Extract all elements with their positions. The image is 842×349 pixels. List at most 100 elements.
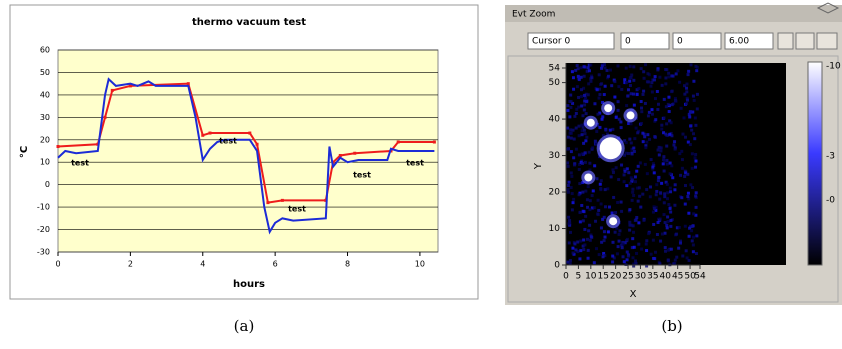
annotation: test bbox=[353, 171, 371, 180]
noise-pixel bbox=[578, 182, 581, 185]
noise-pixel bbox=[653, 207, 656, 210]
noise-pixel bbox=[587, 66, 590, 69]
noise-pixel bbox=[689, 183, 692, 186]
noise-pixel bbox=[626, 251, 629, 254]
noise-pixel bbox=[575, 108, 578, 111]
noise-pixel bbox=[570, 150, 573, 153]
noise-pixel bbox=[632, 79, 635, 82]
noise-pixel bbox=[606, 187, 609, 190]
noise-pixel bbox=[657, 179, 660, 182]
noise-pixel bbox=[640, 67, 643, 70]
marker bbox=[187, 82, 190, 85]
noise-pixel bbox=[594, 140, 597, 143]
noise-pixel bbox=[568, 115, 571, 118]
noise-pixel bbox=[674, 259, 677, 262]
noise-pixel bbox=[663, 170, 666, 173]
noise-pixel bbox=[608, 206, 611, 209]
noise-pixel bbox=[593, 206, 596, 209]
y-tick-label: 60 bbox=[40, 46, 50, 55]
noise-pixel bbox=[647, 232, 650, 235]
noise-pixel bbox=[683, 116, 686, 119]
noise-pixel bbox=[601, 64, 604, 67]
noise-pixel bbox=[684, 184, 687, 187]
noise-pixel bbox=[667, 103, 670, 106]
noise-pixel bbox=[634, 259, 637, 262]
noise-pixel bbox=[692, 80, 695, 83]
noise-pixel bbox=[657, 149, 660, 152]
noise-pixel bbox=[663, 98, 666, 101]
tool-button[interactable] bbox=[778, 33, 793, 49]
noise-pixel bbox=[679, 242, 682, 245]
noise-pixel bbox=[587, 93, 590, 96]
noise-pixel bbox=[635, 252, 638, 255]
noise-pixel bbox=[574, 69, 577, 72]
noise-pixel bbox=[653, 78, 656, 81]
colorbar bbox=[808, 62, 822, 265]
noise-pixel bbox=[622, 243, 625, 246]
noise-pixel bbox=[628, 80, 631, 83]
noise-pixel bbox=[598, 253, 601, 256]
y-axis-label: Y bbox=[533, 162, 544, 170]
noise-pixel bbox=[588, 208, 591, 211]
noise-pixel bbox=[666, 191, 669, 194]
spot bbox=[627, 111, 635, 119]
noise-pixel bbox=[603, 239, 606, 242]
noise-pixel bbox=[652, 211, 655, 214]
noise-pixel bbox=[625, 141, 628, 144]
noise-pixel bbox=[646, 80, 649, 83]
noise-pixel bbox=[691, 167, 694, 170]
y-tick-label: 54 bbox=[549, 64, 561, 74]
noise-pixel bbox=[567, 222, 570, 225]
noise-pixel bbox=[578, 153, 581, 156]
noise-pixel bbox=[663, 192, 666, 195]
noise-pixel bbox=[659, 191, 662, 194]
noise-pixel bbox=[632, 65, 635, 68]
spot bbox=[600, 137, 622, 159]
noise-pixel bbox=[583, 108, 586, 111]
noise-pixel bbox=[635, 170, 638, 173]
noise-pixel bbox=[589, 64, 592, 67]
noise-pixel bbox=[695, 69, 698, 72]
marker bbox=[248, 132, 251, 135]
noise-pixel bbox=[600, 202, 603, 205]
noise-pixel bbox=[667, 259, 670, 262]
noise-pixel bbox=[626, 258, 629, 261]
y-tick-label: 10 bbox=[40, 158, 50, 167]
noise-pixel bbox=[617, 178, 620, 181]
noise-pixel bbox=[620, 126, 623, 129]
noise-pixel bbox=[604, 66, 607, 69]
noise-pixel bbox=[655, 190, 658, 193]
noise-pixel bbox=[662, 162, 665, 165]
noise-pixel bbox=[638, 186, 641, 189]
noise-pixel bbox=[685, 249, 688, 252]
noise-pixel bbox=[660, 124, 663, 127]
noise-pixel bbox=[588, 224, 591, 227]
noise-pixel bbox=[645, 188, 648, 191]
noise-pixel bbox=[665, 145, 668, 148]
noise-pixel bbox=[669, 162, 672, 165]
noise-pixel bbox=[573, 242, 576, 245]
noise-pixel bbox=[623, 173, 626, 176]
noise-pixel bbox=[611, 255, 614, 258]
noise-pixel bbox=[666, 197, 669, 200]
noise-pixel bbox=[655, 193, 658, 196]
noise-pixel bbox=[652, 239, 655, 242]
noise-pixel bbox=[613, 96, 616, 99]
tool-button[interactable] bbox=[796, 33, 814, 49]
marker bbox=[201, 134, 204, 137]
noise-pixel bbox=[634, 180, 637, 183]
noise-pixel bbox=[654, 97, 657, 100]
noise-pixel bbox=[694, 166, 697, 169]
noise-pixel bbox=[604, 129, 607, 132]
noise-pixel bbox=[573, 163, 576, 166]
noise-pixel bbox=[659, 218, 662, 221]
noise-pixel bbox=[600, 82, 603, 85]
noise-pixel bbox=[691, 152, 694, 155]
noise-pixel bbox=[584, 161, 587, 164]
noise-pixel bbox=[654, 251, 657, 254]
tool-button[interactable] bbox=[817, 33, 837, 49]
noise-pixel bbox=[571, 208, 574, 211]
noise-pixel bbox=[640, 122, 643, 125]
noise-pixel bbox=[568, 241, 571, 244]
x-tick-label: 0 bbox=[563, 272, 569, 282]
